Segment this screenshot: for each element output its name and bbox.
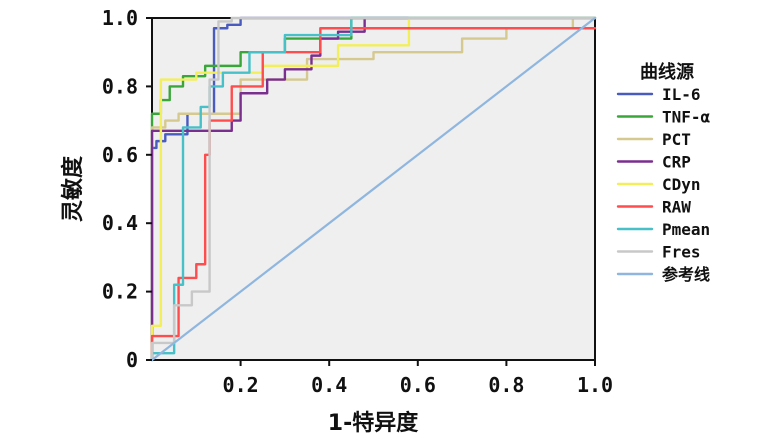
series-line-8-item (150, 16, 597, 362)
legend-label-8-item: 参考线 (662, 265, 710, 284)
y-tick-label-1: 0.2 (102, 280, 138, 304)
x-tick-label-4: 1.0 (577, 373, 613, 397)
legend-title: 曲线源 (640, 61, 694, 83)
x-tick-label-3: 0.8 (488, 373, 524, 397)
y-tick-label-5: 1.0 (102, 6, 138, 30)
y-tick-label-4: 0.8 (102, 74, 138, 98)
x-tick-label-2: 0.6 (400, 373, 436, 397)
x-tick-label-1: 0.4 (311, 373, 347, 397)
x-axis-title: 1-特异度 (328, 410, 419, 436)
y-tick-label-3: 0.6 (102, 143, 138, 167)
legend: IL-6 TNF-α PCT CRP CDyn RAW Pmean Fres 参考线 (616, 85, 711, 284)
legend-label-3-crp: CRP (662, 153, 691, 172)
y-tick-label-0: 0 (126, 348, 138, 372)
y-axis-title: 灵敏度 (60, 155, 86, 222)
legend-label-4-cdyn: CDyn (662, 175, 701, 194)
legend-label-0-il-6: IL-6 (662, 85, 701, 104)
legend-label-2-pct: PCT (662, 130, 691, 149)
legend-label-5-raw: RAW (662, 198, 691, 217)
tick-layer: 0.2 0.4 0.6 0.8 1.0 0 0.2 0.4 0.6 0.8 1.0 (102, 6, 613, 397)
y-tick-label-2: 0.4 (102, 211, 138, 235)
legend-label-7-fres: Fres (662, 243, 701, 262)
x-tick-label-0: 0.2 (223, 373, 259, 397)
legend-label-1-tnf: TNF-α (662, 108, 711, 127)
legend-label-6-pmean: Pmean (662, 220, 710, 239)
series-layer (150, 16, 597, 362)
